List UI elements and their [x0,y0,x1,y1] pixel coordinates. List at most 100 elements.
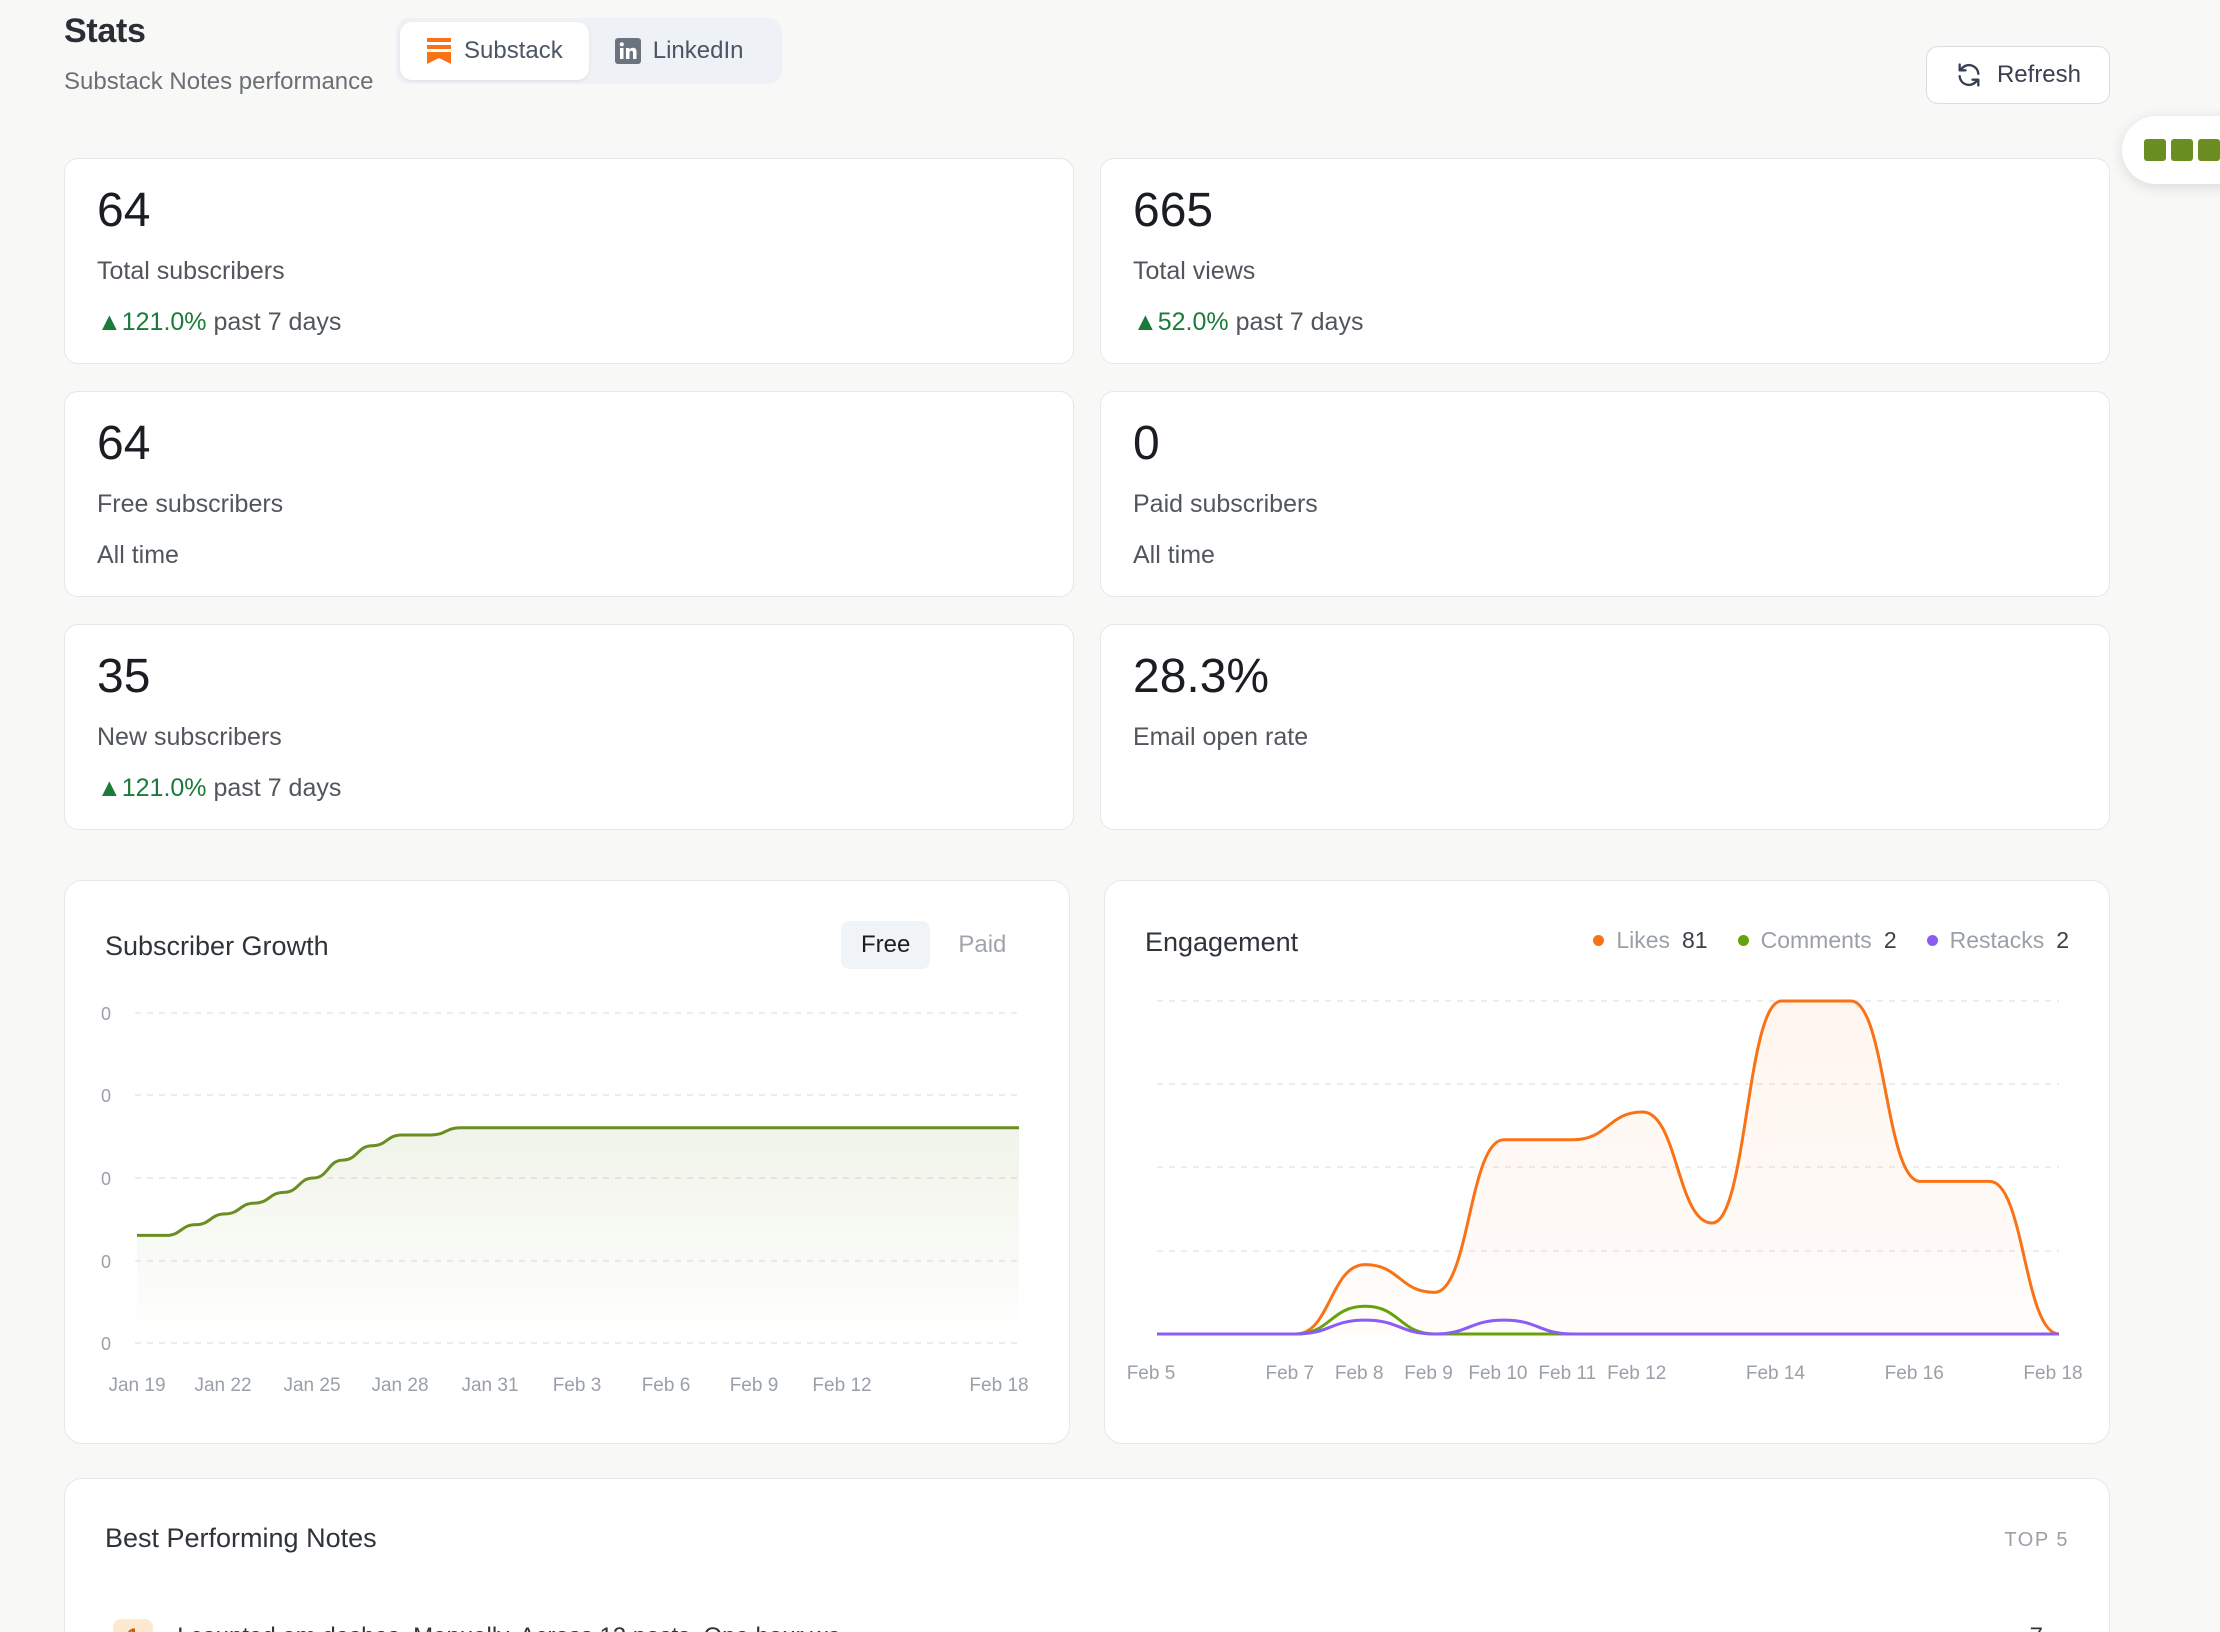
restacks-dot-icon [1926,935,1938,946]
stat-label: Total views [1133,257,1256,285]
page-subtitle: Substack Notes performance [64,68,374,95]
refresh-button[interactable]: Refresh [1926,46,2110,104]
toggle-paid[interactable]: Paid [958,931,1007,958]
stat-value: 665 [1133,184,1214,237]
tab-linkedin-label: LinkedIn [652,37,744,64]
side-widget[interactable] [2122,116,2220,184]
x-tick-label: Jan 19 [108,1375,165,1396]
legend-likes[interactable]: Likes 81 [1593,927,1708,954]
x-tick-label: Feb 14 [1746,1363,1806,1384]
stat-label: Paid subscribers [1133,490,1318,518]
y-tick-label: 0 [101,1086,111,1106]
engagement-title: Engagement [1145,927,1299,957]
x-tick-label: Feb 5 [1127,1363,1176,1384]
stat-value: 64 [97,184,151,237]
note-count: 7 [2030,1623,2043,1632]
x-tick-label: Feb 6 [642,1375,691,1396]
x-tick-label: Jan 31 [461,1375,518,1396]
linkedin-icon [614,38,641,64]
x-tick-label: Feb 18 [2023,1363,2082,1384]
tab-linkedin[interactable]: LinkedIn [589,22,770,80]
y-tick-label: 0 [101,1004,111,1024]
likes-dot-icon [1593,935,1605,946]
stat-card-email-open-rate: 28.3% Email open rate [1100,624,2110,830]
comments-dot-icon [1737,935,1749,946]
legend-count: 81 [1682,927,1708,953]
growth-line [136,1126,1019,1237]
stat-change: ▲121.0% [97,774,207,802]
x-tick-label: Jan 28 [371,1375,428,1396]
subscriber-growth-card: Subscriber Growth Free Paid 0 0 0 0 0 Jan 19 J… [64,880,1070,1444]
widget-block-icon [2171,139,2193,161]
stat-card-paid-subscribers: 0 Paid subscribers All time [1100,391,2110,597]
x-tick-label: Feb 9 [1404,1363,1453,1384]
stat-value: 0 [1133,417,1160,470]
x-tick-label: Feb 9 [730,1375,779,1396]
note-text: I counted em dashes. Manually. Across 12… [177,1623,841,1632]
stat-value: 64 [97,417,151,470]
stat-footer: ▲121.0% past 7 days [97,774,1041,803]
x-tick-label: Feb 8 [1335,1363,1384,1384]
legend-count: 2 [2056,927,2069,953]
stat-change: ▲52.0% [1133,308,1229,336]
refresh-icon [1958,63,1980,87]
stat-period: past 7 days [206,308,342,336]
top-badge: TOP 5 [2004,1529,2069,1551]
refresh-label: Refresh [1996,61,2082,88]
x-tick-label: Feb 16 [1885,1363,1944,1384]
substack-icon [427,38,451,64]
stat-label: New subscribers [97,723,282,751]
legend-count: 2 [1883,927,1897,953]
stat-card-new-subscribers: 35 New subscribers ▲121.0% past 7 days [64,624,1074,830]
best-notes-title: Best Performing Notes [105,1523,377,1553]
stat-value: 28.3% [1133,650,1270,703]
stat-footer: ▲121.0% past 7 days [97,308,1041,337]
growth-area [137,1127,1019,1343]
subscriber-growth-chart: 0 0 0 0 0 Jan 19 Jan 22 Jan 25 Jan 28 Jan 31 Feb 3… [101,1004,1029,1396]
y-tick-label: 0 [101,1252,111,1272]
stat-period: past 7 days [206,774,342,802]
tab-substack-label: Substack [464,37,563,64]
x-tick-label: Feb 18 [969,1375,1028,1396]
note-rank: 1 [113,1619,153,1632]
x-tick-label: Feb 12 [812,1375,871,1396]
stat-footer: All time [97,541,179,569]
x-tick-label: Feb 3 [553,1375,602,1396]
stat-value: 35 [97,650,151,703]
legend-label: Comments [1760,927,1872,953]
x-tick-label: Jan 25 [283,1375,340,1396]
subscriber-growth-title: Subscriber Growth [105,931,329,961]
y-tick-label: 0 [101,1169,111,1189]
stat-card-free-subscribers: 64 Free subscribers All time [64,391,1074,597]
engagement-chart: Feb 5 Feb 7 Feb 8 Feb 9 Feb 10 Feb 11 Feb 12 Fe… [1127,999,2083,1384]
x-tick-label: Feb 11 [1538,1363,1596,1384]
stat-change: ▲121.0% [97,308,207,336]
stat-label: Email open rate [1133,723,1309,751]
stat-label: Total subscribers [97,257,285,285]
legend-label: Restacks [1949,927,2045,953]
engagement-card: Engagement Likes 81 Comments 2 Restacks … [1104,880,2110,1444]
stat-card-total-subscribers: 64 Total subscribers ▲121.0% past 7 days [64,158,1074,364]
stat-footer: All time [1133,541,1215,569]
stat-label: Free subscribers [97,490,284,518]
legend-comments[interactable]: Comments 2 [1737,927,1897,954]
best-notes-card: Best Performing Notes TOP 5 1 I counted … [64,1478,2110,1632]
note-row[interactable]: 1 I counted em dashes. Manually. Across … [113,1617,2073,1632]
stat-card-total-views: 665 Total views ▲52.0% past 7 days [1100,158,2110,364]
x-tick-label: Feb 10 [1468,1363,1527,1384]
engagement-legend: Likes 81 Comments 2 Restacks 2 [1593,927,2069,954]
legend-restacks[interactable]: Restacks 2 [1926,927,2069,954]
free-paid-toggle: Free Paid [841,921,1026,969]
toggle-free[interactable]: Free [841,921,931,969]
stat-period: past 7 days [1228,308,1364,336]
page-title: Stats [64,12,146,50]
likes-line [1157,999,2060,1336]
widget-block-icon [2198,139,2220,161]
tab-substack[interactable]: Substack [400,22,589,80]
legend-label: Likes [1616,927,1671,953]
x-tick-label: Feb 7 [1265,1363,1314,1384]
source-tabs: Substack LinkedIn [396,18,782,84]
likes-area [1157,1001,2059,1334]
y-tick-label: 0 [101,1334,111,1354]
stat-footer: ▲52.0% past 7 days [1133,308,2077,337]
